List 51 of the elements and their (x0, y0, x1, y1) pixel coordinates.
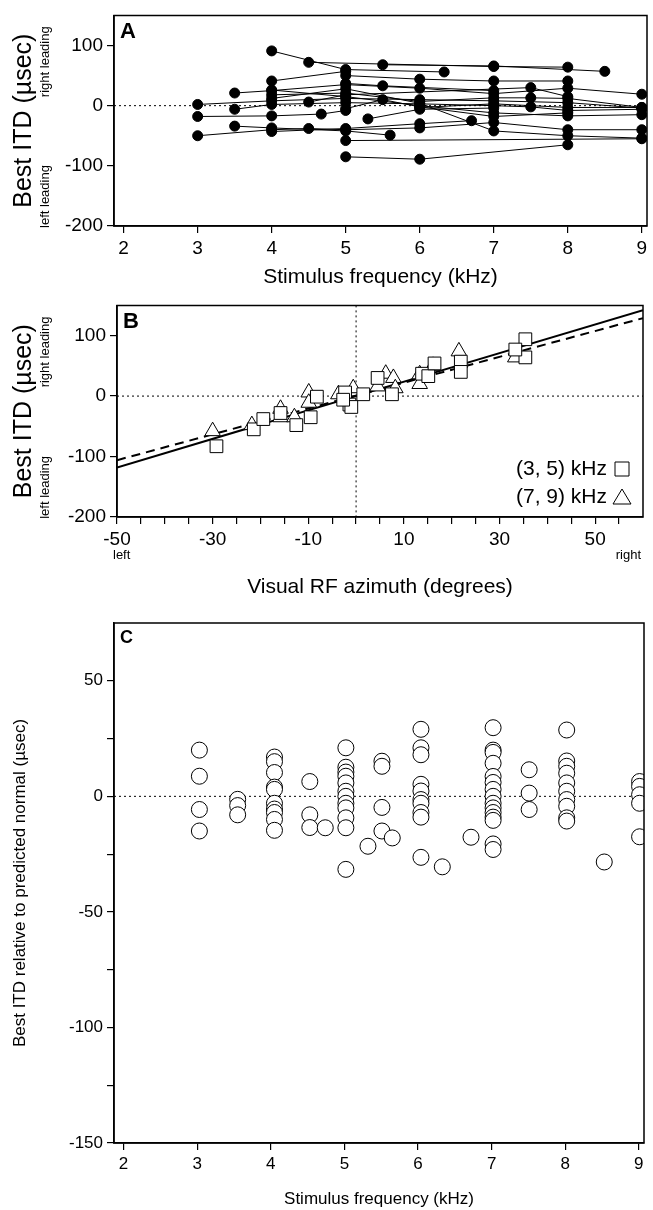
x-tick-label: -30 (198, 527, 227, 549)
x-tick-label: 10 (393, 527, 415, 549)
y-tick-label: 100 (74, 323, 106, 345)
chart-title: C (120, 626, 133, 647)
y-tick-label: -200 (64, 214, 103, 236)
x-tick-label: 4 (266, 1153, 276, 1173)
legend-label: (3, 5) kHz (515, 455, 607, 479)
x-tick-label: 9 (634, 1153, 644, 1173)
x-tick-label: 5 (339, 1153, 350, 1173)
x-tick-label: 50 (584, 527, 606, 549)
y-tick-label: 50 (84, 670, 103, 690)
x-tick-label: 2 (118, 1153, 129, 1173)
y-tick-label: 0 (93, 786, 103, 806)
y-axis-title: Best ITD (µsec) (7, 324, 36, 499)
x-tick-label: 8 (562, 236, 574, 258)
y-tick-label: -150 (68, 1132, 103, 1152)
y-axis-title: Best ITD (µsec) (7, 33, 36, 208)
chart-title: B (123, 308, 139, 334)
text: right leading (36, 26, 52, 98)
x-tick-label: 7 (488, 236, 500, 258)
y-tick-label: 100 (71, 33, 103, 55)
x-tick-label: 7 (486, 1153, 497, 1173)
y-tick-label: -50 (78, 901, 103, 921)
x-tick-label: 6 (414, 236, 426, 258)
x-tick-label: 4 (266, 236, 278, 258)
y-tick-label: -200 (67, 505, 106, 527)
y-axis-title: Best ITD relative to predicted normal (µsec) (9, 718, 29, 1048)
y-tick-label: -100 (68, 1017, 103, 1037)
x-tick-label: 3 (192, 236, 203, 258)
text: left leading (36, 165, 52, 228)
x-axis-title: Stimulus frequency (kHz) (263, 264, 498, 288)
legend-label: (7, 9) kHz (515, 483, 607, 507)
text: left leading (36, 455, 52, 519)
x-tick-label: 6 (413, 1153, 423, 1173)
y-tick-label: -100 (64, 154, 103, 176)
x-tick-label: -10 (294, 527, 323, 549)
x-axis-title: Visual RF azimuth (degrees) (247, 574, 513, 598)
x-axis-title: Stimulus frequency (kHz) (284, 1189, 474, 1209)
x-tick-label: 3 (192, 1153, 202, 1173)
x-tick-label: 5 (340, 236, 351, 258)
text: right (615, 547, 642, 563)
x-tick-label: 8 (560, 1153, 570, 1173)
y-tick-label: -100 (67, 444, 106, 466)
chart-title: A (120, 18, 136, 44)
y-tick-label: 0 (95, 384, 106, 406)
x-tick-label: 2 (118, 236, 129, 258)
x-tick-label: 30 (488, 527, 511, 549)
text: left (113, 547, 131, 563)
text: right leading (36, 316, 52, 388)
x-tick-label: 9 (636, 236, 648, 258)
y-tick-label: 0 (92, 93, 103, 115)
